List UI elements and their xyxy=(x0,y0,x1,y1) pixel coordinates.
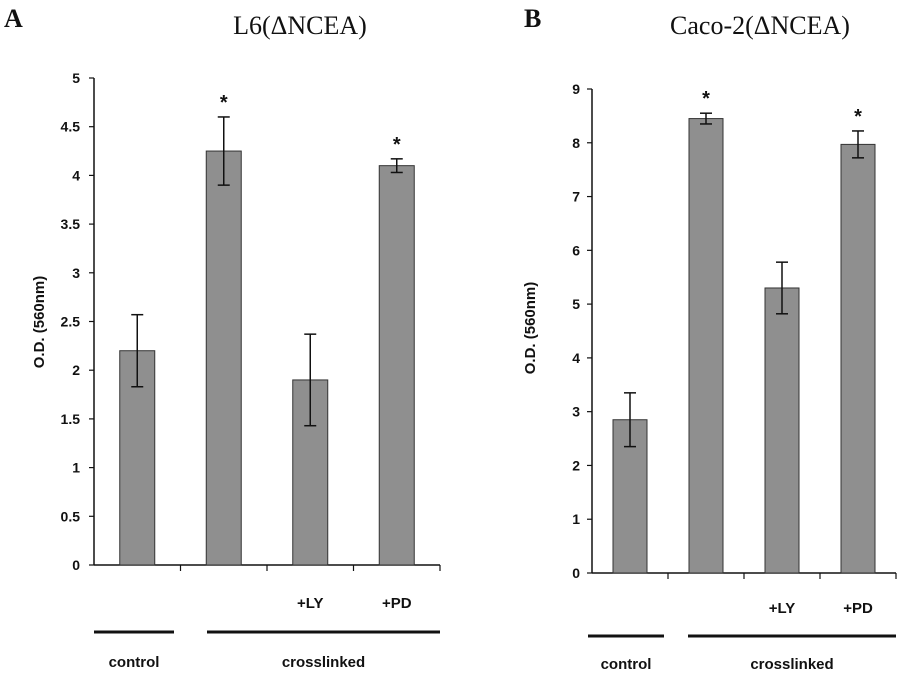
y-tick-label-b: 3 xyxy=(572,404,580,420)
group-label-control-b: control xyxy=(601,656,652,673)
y-tick-label-b: 7 xyxy=(572,189,580,205)
y-tick-label-b: 9 xyxy=(572,81,580,97)
chart-title-b: Caco-2(ΔNCEA) xyxy=(670,11,850,40)
chart-title-a: L6(ΔNCEA) xyxy=(233,11,367,40)
y-tick-label-a: 3 xyxy=(72,265,80,281)
y-tick-label-a: 3.5 xyxy=(61,216,81,232)
y-tick-label-b: 6 xyxy=(572,242,580,258)
panel-letter-a: A xyxy=(4,4,23,33)
y-tick-label-a: 0 xyxy=(72,557,80,573)
significance-marker-a: * xyxy=(220,92,228,114)
bar-b xyxy=(688,118,724,574)
category-label-a: +PD xyxy=(382,595,412,612)
bar-a xyxy=(378,165,415,566)
y-tick-label-b: 1 xyxy=(572,511,580,527)
significance-marker-b: * xyxy=(702,88,710,110)
y-tick-label-a: 1 xyxy=(72,460,80,476)
group-label-crosslinked-b: crosslinked xyxy=(750,656,833,673)
category-label-b: +PD xyxy=(843,600,873,617)
bar-a xyxy=(205,150,242,566)
bar-b xyxy=(764,287,800,574)
bar-b xyxy=(840,143,876,574)
y-tick-label-a: 0.5 xyxy=(61,508,81,524)
y-tick-label-a: 2 xyxy=(72,362,80,378)
y-tick-label-a: 2.5 xyxy=(61,314,81,330)
plot-area-b: 0 1 2 3 4 5 6 7 8 9 * +LY * +PD control crosslinked xyxy=(572,81,897,673)
category-label-a: +LY xyxy=(297,595,324,612)
y-axis-label-a: O.D. (560nm) xyxy=(31,276,48,369)
panel-letter-b: B xyxy=(524,4,541,33)
y-tick-label-a: 5 xyxy=(72,70,80,86)
significance-marker-a: * xyxy=(393,134,401,156)
y-tick-label-a: 1.5 xyxy=(61,411,81,427)
significance-marker-b: * xyxy=(854,106,862,128)
y-tick-label-a: 4.5 xyxy=(61,119,81,135)
y-tick-label-b: 8 xyxy=(572,135,580,151)
y-tick-label-b: 4 xyxy=(572,350,580,366)
plot-area-a: 0 0.5 1 1.5 2 2.5 3 3.5 4 4.5 5 * +LY * +PD control cros… xyxy=(61,70,441,671)
y-tick-label-b: 5 xyxy=(572,296,580,312)
panel-b: B Caco-2(ΔNCEA) O.D. (560nm) 0 1 2 3 4 5 6 7 8 9 *… xyxy=(522,4,897,673)
panel-a: A L6(ΔNCEA) O.D. (560nm) 0 0.5 1 1.5 2 2.5 3 3.… xyxy=(4,4,441,671)
y-tick-label-b: 0 xyxy=(572,565,580,581)
group-label-control-a: control xyxy=(109,654,160,671)
group-label-crosslinked-a: crosslinked xyxy=(282,654,365,671)
y-axis-label-b: O.D. (560nm) xyxy=(522,282,539,375)
category-label-b: +LY xyxy=(769,600,796,617)
y-tick-label-a: 4 xyxy=(72,167,80,183)
y-tick-label-b: 2 xyxy=(572,457,580,473)
